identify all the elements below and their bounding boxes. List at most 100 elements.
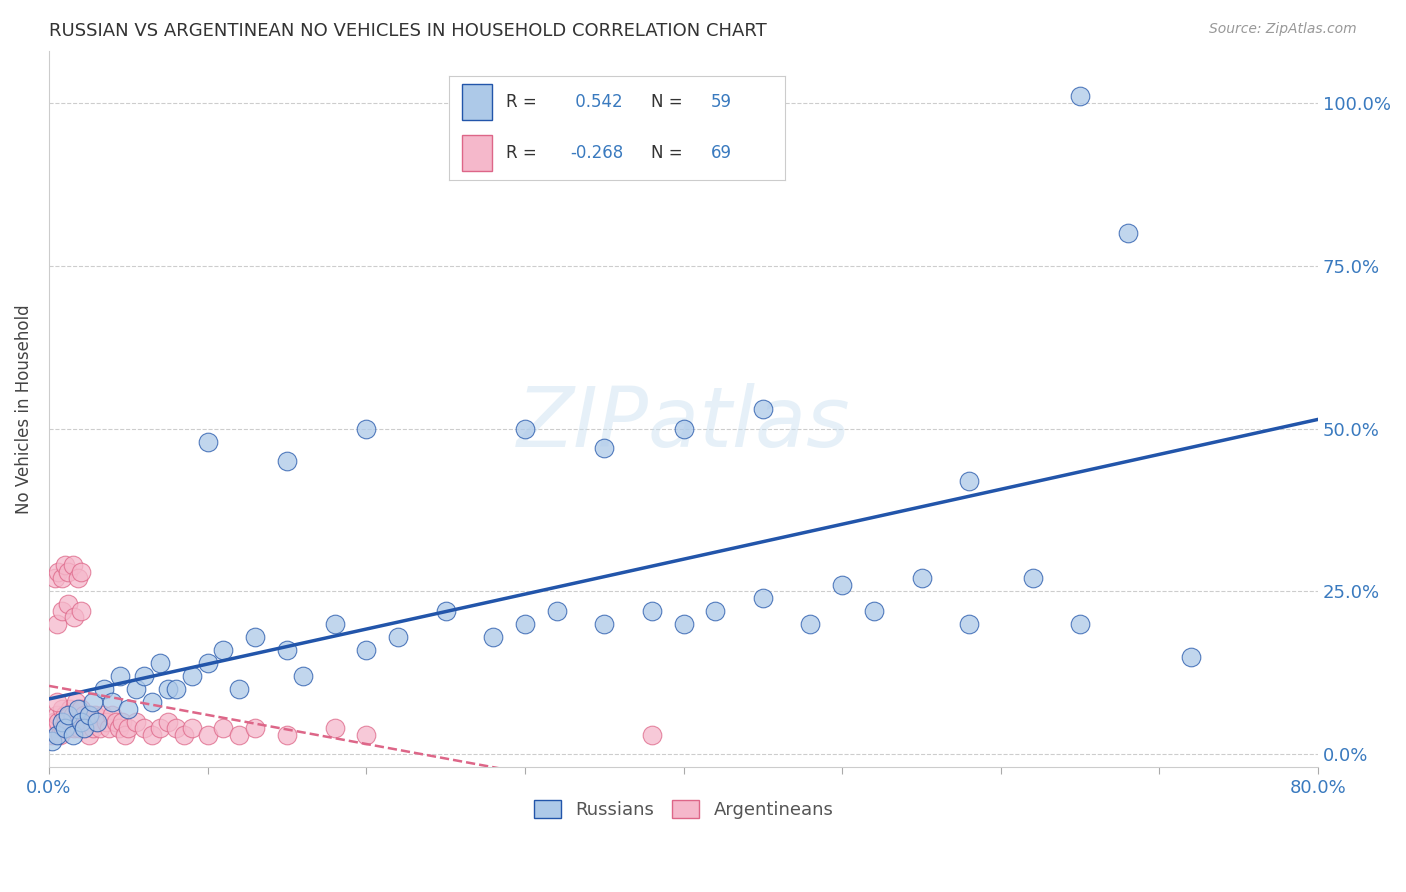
Point bbox=[69, 714, 91, 729]
Point bbox=[58, 701, 80, 715]
Point bbox=[276, 728, 298, 742]
Point bbox=[276, 643, 298, 657]
Point bbox=[67, 721, 90, 735]
Point bbox=[77, 728, 100, 742]
Point bbox=[910, 571, 932, 585]
Legend: Russians, Argentineans: Russians, Argentineans bbox=[526, 792, 841, 826]
Point bbox=[134, 721, 156, 735]
Point bbox=[42, 714, 65, 729]
Point bbox=[704, 604, 727, 618]
Point bbox=[60, 714, 83, 729]
Point bbox=[86, 714, 108, 729]
Text: RUSSIAN VS ARGENTINEAN NO VEHICLES IN HOUSEHOLD CORRELATION CHART: RUSSIAN VS ARGENTINEAN NO VEHICLES IN HO… bbox=[49, 22, 766, 40]
Point bbox=[56, 565, 79, 579]
Point bbox=[356, 643, 378, 657]
Point bbox=[45, 695, 67, 709]
Point bbox=[53, 708, 76, 723]
Point bbox=[1021, 571, 1043, 585]
Point bbox=[125, 714, 148, 729]
Point bbox=[141, 695, 163, 709]
Point bbox=[94, 714, 117, 729]
Point bbox=[84, 708, 107, 723]
Point bbox=[101, 695, 124, 709]
Point bbox=[91, 708, 114, 723]
Point bbox=[863, 604, 886, 618]
Point bbox=[212, 721, 235, 735]
Point bbox=[125, 682, 148, 697]
Point bbox=[173, 728, 195, 742]
Point bbox=[117, 701, 139, 715]
Point bbox=[149, 656, 172, 670]
Point bbox=[55, 714, 77, 729]
Point bbox=[356, 728, 378, 742]
Point bbox=[434, 604, 457, 618]
Point bbox=[86, 714, 108, 729]
Point bbox=[66, 714, 89, 729]
Point bbox=[48, 565, 70, 579]
Point bbox=[51, 571, 73, 585]
Point bbox=[79, 708, 101, 723]
Point bbox=[82, 695, 104, 709]
Point bbox=[356, 421, 378, 435]
Point bbox=[65, 695, 87, 709]
Point bbox=[291, 669, 314, 683]
Point bbox=[180, 669, 202, 683]
Point bbox=[957, 616, 980, 631]
Point bbox=[134, 669, 156, 683]
Point bbox=[82, 721, 104, 735]
Point bbox=[104, 714, 127, 729]
Point bbox=[51, 604, 73, 618]
Point bbox=[56, 721, 79, 735]
Text: Source: ZipAtlas.com: Source: ZipAtlas.com bbox=[1209, 22, 1357, 37]
Point bbox=[387, 630, 409, 644]
Point bbox=[52, 721, 75, 735]
Point bbox=[75, 721, 97, 735]
Point bbox=[62, 708, 84, 723]
Point bbox=[1069, 89, 1091, 103]
Point bbox=[276, 454, 298, 468]
Point bbox=[752, 591, 775, 605]
Point bbox=[482, 630, 505, 644]
Point bbox=[63, 610, 86, 624]
Point bbox=[546, 604, 568, 618]
Point bbox=[672, 421, 695, 435]
Point bbox=[63, 721, 86, 735]
Point bbox=[66, 571, 89, 585]
Point bbox=[149, 721, 172, 735]
Point bbox=[53, 721, 76, 735]
Point bbox=[323, 616, 346, 631]
Point bbox=[672, 616, 695, 631]
Point bbox=[110, 669, 132, 683]
Point bbox=[197, 434, 219, 449]
Point bbox=[197, 728, 219, 742]
Point bbox=[117, 721, 139, 735]
Point bbox=[156, 714, 179, 729]
Point bbox=[45, 708, 67, 723]
Point bbox=[752, 401, 775, 416]
Point bbox=[56, 598, 79, 612]
Point bbox=[80, 714, 103, 729]
Point bbox=[44, 721, 66, 735]
Point bbox=[197, 656, 219, 670]
Point bbox=[49, 728, 72, 742]
Point bbox=[641, 728, 664, 742]
Point bbox=[641, 604, 664, 618]
Point bbox=[1180, 649, 1202, 664]
Point bbox=[957, 474, 980, 488]
Text: ZIPatlas: ZIPatlas bbox=[517, 383, 851, 464]
Point bbox=[101, 708, 124, 723]
Point bbox=[323, 721, 346, 735]
Point bbox=[41, 728, 63, 742]
Point bbox=[89, 721, 111, 735]
Point bbox=[228, 728, 250, 742]
Point bbox=[245, 630, 267, 644]
Point bbox=[69, 565, 91, 579]
Point bbox=[180, 721, 202, 735]
Point bbox=[51, 701, 73, 715]
Point bbox=[513, 616, 536, 631]
Point bbox=[48, 714, 70, 729]
Point bbox=[53, 558, 76, 573]
Point bbox=[111, 714, 134, 729]
Point bbox=[45, 616, 67, 631]
Point bbox=[66, 701, 89, 715]
